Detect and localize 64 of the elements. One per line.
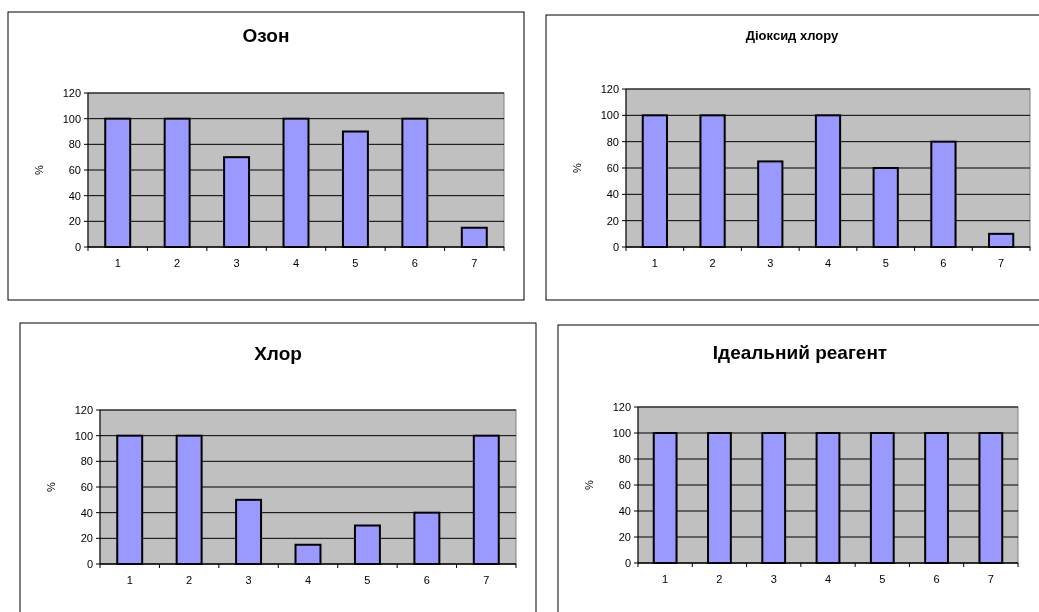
y-tick-label: 20: [618, 530, 631, 543]
y-axis-title: %: [45, 481, 57, 492]
x-tick-label: 5: [879, 573, 886, 585]
chart-title: Діоксид хлору: [745, 28, 840, 43]
x-tick-label: 5: [352, 257, 359, 269]
y-tick-label: 80: [606, 135, 619, 148]
y-tick-label: 100: [62, 112, 81, 125]
x-tick-label: 5: [364, 574, 371, 586]
x-tick-label: 7: [998, 257, 1005, 269]
x-tick-label: 6: [411, 257, 418, 269]
y-tick-label: 60: [80, 480, 93, 493]
y-tick-label: 60: [606, 161, 619, 174]
x-tick-label: 6: [940, 257, 947, 269]
x-tick-label: 3: [233, 257, 240, 269]
x-tick-label: 2: [709, 257, 716, 269]
x-tick-label: 4: [824, 573, 832, 585]
x-tick-label: 6: [423, 574, 430, 586]
chart-title: Хлор: [254, 343, 302, 364]
y-tick-label: 60: [618, 478, 631, 491]
y-tick-label: 100: [612, 426, 631, 439]
y-axis-title: %: [571, 162, 583, 173]
y-tick-label: 120: [612, 400, 631, 413]
x-tick-label: 1: [662, 573, 669, 585]
x-tick-label: 1: [651, 257, 658, 269]
y-axis-title: %: [583, 479, 595, 490]
y-tick-label: 80: [618, 452, 631, 465]
x-tick-label: 2: [174, 257, 181, 269]
x-tick-label: 7: [483, 574, 490, 586]
x-tick-label: 7: [471, 257, 478, 269]
x-tick-label: 4: [824, 257, 832, 269]
x-tick-label: 7: [987, 573, 994, 585]
y-tick-label: 0: [74, 240, 81, 253]
y-tick-label: 20: [80, 532, 93, 545]
y-tick-label: 0: [612, 240, 619, 253]
chart-title: Ідеальний реагент: [712, 342, 888, 363]
y-tick-label: 120: [62, 86, 81, 99]
y-tick-label: 80: [80, 455, 93, 468]
y-tick-label: 120: [74, 403, 93, 416]
y-tick-label: 80: [68, 138, 81, 151]
y-tick-label: 40: [606, 188, 619, 201]
x-tick-label: 5: [882, 257, 889, 269]
x-tick-label: 3: [770, 573, 777, 585]
chart-title: Озон: [242, 25, 290, 46]
y-tick-label: 0: [624, 556, 631, 569]
y-tick-label: 100: [600, 109, 619, 122]
x-tick-label: 6: [933, 573, 940, 585]
x-tick-label: 2: [186, 574, 193, 586]
y-tick-label: 20: [68, 215, 81, 228]
y-tick-label: 20: [606, 214, 619, 227]
x-tick-label: 1: [126, 574, 133, 586]
x-tick-label: 3: [767, 257, 774, 269]
y-tick-label: 40: [68, 189, 81, 202]
x-tick-label: 3: [245, 574, 252, 586]
x-tick-label: 4: [304, 574, 312, 586]
y-tick-label: 0: [86, 557, 93, 570]
x-tick-label: 2: [716, 573, 723, 585]
x-tick-label: 4: [292, 257, 300, 269]
x-tick-label: 1: [114, 257, 121, 269]
y-tick-label: 40: [618, 504, 631, 517]
y-tick-label: 60: [68, 163, 81, 176]
y-tick-label: 100: [74, 429, 93, 442]
y-tick-label: 40: [80, 506, 93, 519]
y-axis-title: %: [33, 164, 45, 175]
y-tick-label: 120: [600, 82, 619, 95]
